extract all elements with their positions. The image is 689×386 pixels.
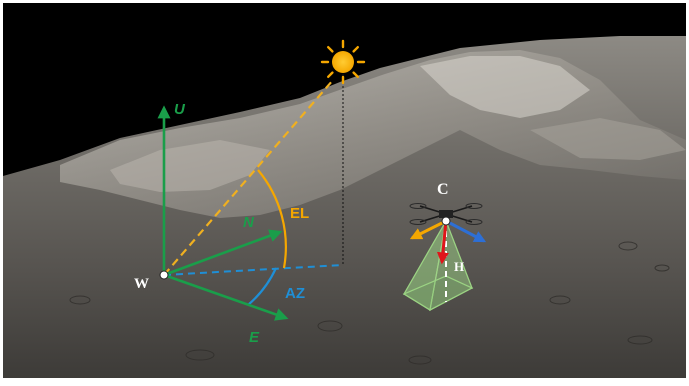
east-axis-label: E	[249, 329, 260, 346]
drone-icon	[409, 203, 483, 225]
sun-azimuth-projection	[163, 264, 344, 276]
crater	[317, 320, 343, 332]
elevation-arc	[257, 169, 287, 269]
world-origin-point	[159, 270, 169, 280]
sun-disc	[332, 51, 354, 73]
crater	[627, 335, 653, 345]
camera-center-point	[441, 216, 451, 226]
crater	[185, 349, 215, 361]
north-axis	[163, 229, 283, 277]
sun-icon	[320, 39, 366, 85]
crater	[408, 355, 432, 365]
elevation-label: EL	[290, 205, 309, 222]
crater	[549, 295, 571, 305]
ridge-highlight-left	[110, 140, 270, 192]
ridge-highlight-right	[530, 118, 686, 160]
camera-axis-orange	[409, 219, 447, 240]
sun-ray	[163, 79, 334, 276]
camera-axis-red	[436, 220, 449, 265]
sun-rays	[320, 39, 366, 85]
camera-axis-blue	[445, 219, 487, 243]
drone-body	[439, 210, 453, 218]
north-axis-label: N	[243, 214, 255, 231]
east-axis	[163, 273, 289, 321]
crater	[69, 295, 91, 305]
craters	[69, 241, 670, 365]
azimuth-label: AZ	[285, 285, 305, 302]
crater	[654, 264, 670, 272]
up-axis-label: U	[174, 101, 186, 118]
camera-label: C	[437, 181, 449, 198]
crater	[618, 241, 638, 251]
height-label: H	[454, 259, 464, 274]
azimuth-arc	[247, 267, 277, 306]
drone-rotors	[409, 203, 483, 225]
ridge-highlight	[420, 56, 590, 118]
world-origin-label: W	[134, 276, 149, 292]
